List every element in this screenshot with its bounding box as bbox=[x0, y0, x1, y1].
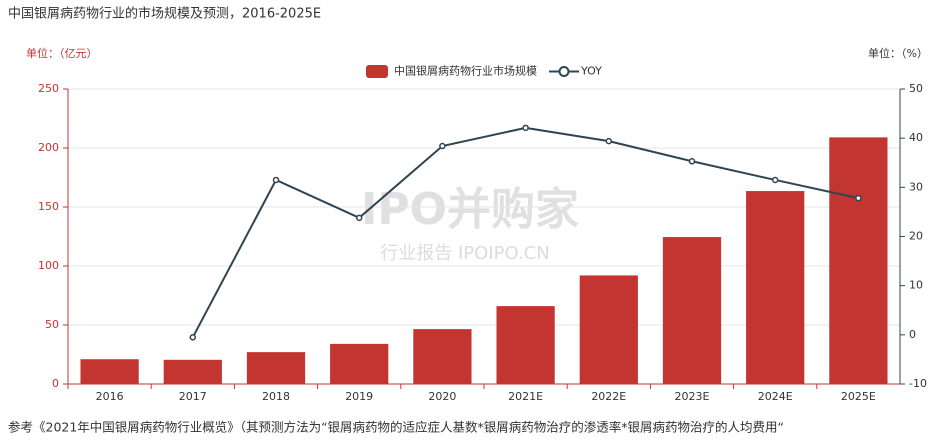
y2-tick-label: 20 bbox=[909, 230, 923, 243]
y-tick-label: 250 bbox=[38, 82, 59, 95]
x-tick-label: 2017 bbox=[179, 390, 207, 403]
legend-label: YOY bbox=[580, 65, 602, 78]
x-tick-label: 2020 bbox=[428, 390, 456, 403]
x-tick-label: 2024E bbox=[758, 390, 793, 403]
bar bbox=[662, 237, 722, 384]
y2-tick-label: 40 bbox=[909, 131, 923, 144]
y2-tick-label: 10 bbox=[909, 279, 923, 292]
x-tick-label: 2023E bbox=[675, 390, 710, 403]
y2-tick-label: 30 bbox=[909, 180, 923, 193]
bar bbox=[246, 352, 306, 384]
bar bbox=[829, 137, 888, 384]
y2-tick-label: -10 bbox=[909, 377, 927, 390]
line-point bbox=[439, 142, 446, 150]
x-tick-label: 2016 bbox=[96, 390, 124, 403]
chart-title: 中国银屑病药物行业的市场规模及预测，2016-2025E bbox=[8, 6, 321, 22]
watermark: 行业报告 IPOIPO.CN bbox=[380, 243, 549, 264]
y2-axis-unit: 单位：（%） bbox=[868, 46, 928, 60]
bar bbox=[330, 343, 389, 384]
watermark: IPO并购家 bbox=[361, 184, 579, 235]
line-point bbox=[355, 214, 363, 222]
y-tick-label: 0 bbox=[52, 377, 59, 390]
x-tick-label: 2018 bbox=[262, 390, 290, 403]
line-point bbox=[272, 176, 280, 184]
bar bbox=[163, 359, 222, 384]
x-tick-label: 2019 bbox=[345, 390, 373, 403]
y-tick-label: 50 bbox=[45, 318, 59, 331]
line-point bbox=[771, 176, 779, 184]
x-tick-label: 2021E bbox=[508, 390, 543, 403]
line-point bbox=[189, 334, 197, 341]
bar bbox=[496, 306, 555, 384]
line-point bbox=[522, 124, 529, 132]
bar bbox=[80, 359, 139, 384]
y-tick-label: 150 bbox=[38, 200, 59, 213]
x-tick-label: 2022E bbox=[591, 390, 626, 403]
line-point bbox=[855, 194, 862, 202]
legend-swatch bbox=[366, 65, 388, 78]
legend-label: 中国银屑病药物行业市场规模 bbox=[394, 64, 537, 78]
line-point bbox=[688, 158, 696, 165]
source-note: 参考《2021年中国银屑病药物行业概览》（其预测方法为“银屑病药物的适应症人基数… bbox=[8, 420, 784, 435]
y2-tick-label: 0 bbox=[909, 328, 916, 341]
y-axis-unit: 单位：（亿元） bbox=[26, 46, 98, 60]
y-tick-label: 200 bbox=[38, 141, 59, 154]
bar bbox=[579, 275, 638, 384]
line-point bbox=[605, 137, 613, 145]
x-tick-label: 2025E bbox=[841, 390, 876, 403]
y2-tick-label: 50 bbox=[909, 82, 923, 95]
y-tick-label: 100 bbox=[38, 259, 59, 272]
bar bbox=[746, 191, 805, 384]
bar bbox=[413, 329, 472, 384]
legend: 中国银屑病药物行业市场规模 YOY bbox=[366, 64, 602, 78]
legend-swatch bbox=[558, 66, 570, 77]
